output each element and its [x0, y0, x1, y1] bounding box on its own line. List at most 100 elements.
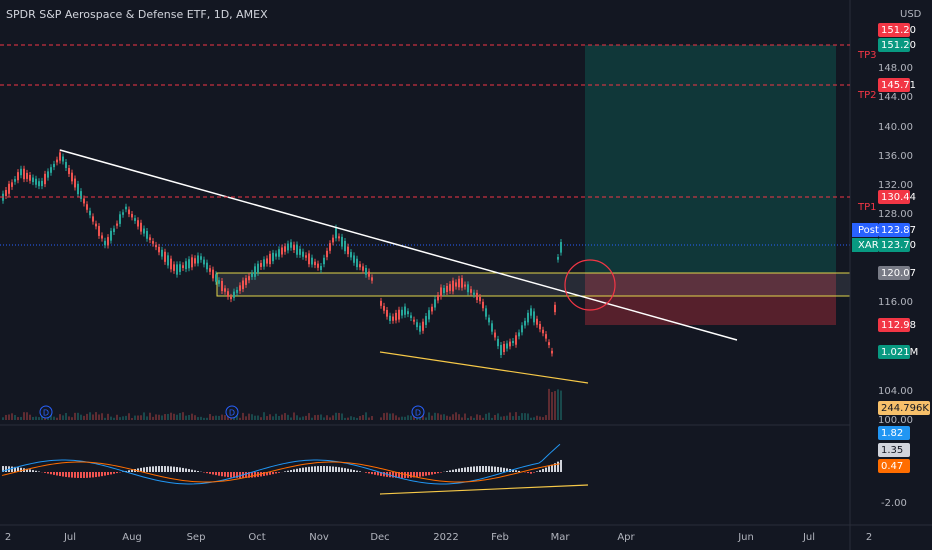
- volume-bar: [20, 416, 22, 420]
- macd-histogram: [449, 470, 451, 472]
- volume-bar: [53, 416, 55, 420]
- macd-histogram: [146, 466, 148, 472]
- macd-histogram: [53, 472, 55, 475]
- macd-histogram: [113, 472, 115, 474]
- macd-histogram: [248, 472, 250, 478]
- volume-bar: [80, 414, 82, 420]
- loss-zone: [585, 273, 836, 325]
- volume-bar: [95, 412, 97, 420]
- macd-histogram: [92, 472, 94, 478]
- candle: [311, 257, 313, 265]
- candle: [98, 226, 100, 236]
- candle: [101, 235, 103, 239]
- macd-histogram: [314, 466, 316, 472]
- volume-bar: [218, 415, 220, 420]
- trend-line: [59, 149, 738, 341]
- volume-bar: [65, 412, 67, 420]
- volume-bar: [74, 412, 76, 420]
- candle: [392, 316, 394, 321]
- macd-histogram: [437, 472, 439, 474]
- time-tick-label: 2: [866, 532, 872, 543]
- candle: [218, 280, 220, 284]
- macd-histogram: [20, 467, 22, 472]
- macd-histogram: [245, 472, 247, 478]
- volume-bar: [161, 415, 163, 420]
- macd-histogram: [131, 469, 133, 472]
- candle: [92, 216, 94, 222]
- volume-bar: [314, 415, 316, 420]
- volume-bar: [194, 415, 196, 420]
- macd-histogram: [272, 472, 274, 475]
- volume-bar: [560, 390, 562, 420]
- volume-bar: [461, 417, 463, 420]
- time-tick-label: Jul: [63, 532, 76, 543]
- macd-histogram: [152, 466, 154, 472]
- volume-bar: [275, 413, 277, 420]
- macd-histogram: [365, 472, 367, 473]
- macd-histogram: [137, 468, 139, 472]
- volume-bar: [239, 417, 241, 420]
- candle: [44, 173, 46, 185]
- volume-bar: [188, 414, 190, 420]
- volume-bar: [386, 412, 388, 420]
- macd-histogram: [149, 466, 151, 472]
- macd-histogram: [350, 469, 352, 472]
- macd-histogram: [554, 463, 556, 472]
- macd-histogram: [173, 466, 175, 472]
- candle: [239, 285, 241, 291]
- macd-histogram: [182, 467, 184, 472]
- volume-bar: [350, 416, 352, 420]
- macd-histogram: [503, 467, 505, 472]
- candle: [158, 246, 160, 253]
- candle: [152, 241, 154, 244]
- candle: [74, 178, 76, 188]
- candle: [488, 317, 490, 323]
- candle: [116, 223, 118, 226]
- candle: [536, 318, 538, 325]
- volume-bar: [464, 413, 466, 420]
- macd-tick-label: 1.35: [881, 445, 903, 456]
- candle: [89, 210, 91, 216]
- volume-bar: [446, 415, 448, 420]
- macd-histogram: [251, 472, 253, 478]
- candle: [467, 284, 469, 293]
- time-tick-label: Aug: [122, 532, 142, 543]
- volume-bar: [485, 413, 487, 420]
- macd-histogram: [167, 466, 169, 472]
- macd-histogram: [497, 466, 499, 472]
- candle: [293, 244, 295, 250]
- candle: [224, 288, 226, 292]
- candle: [95, 223, 97, 227]
- macd-histogram: [530, 472, 532, 474]
- macd-histogram: [305, 467, 307, 472]
- candle: [17, 172, 19, 181]
- candle: [308, 253, 310, 265]
- macd-histogram: [455, 469, 457, 472]
- volume-bar: [260, 417, 262, 420]
- macd-histogram: [215, 472, 217, 476]
- volume-bar: [443, 414, 445, 420]
- volume-bar: [290, 417, 292, 420]
- macd-histogram: [14, 466, 16, 472]
- volume-bar: [92, 414, 94, 420]
- volume-bar: [488, 412, 490, 420]
- candle: [314, 261, 316, 266]
- candle: [425, 316, 427, 325]
- macd-histogram: [356, 470, 358, 472]
- candle: [65, 162, 67, 168]
- macd-histogram: [299, 468, 301, 472]
- macd-histogram: [542, 468, 544, 472]
- signal-line: [1, 461, 561, 483]
- macd-histogram: [218, 472, 220, 476]
- macd-histogram: [161, 466, 163, 472]
- volume-bar: [11, 413, 13, 420]
- price-badge-label: 112.98: [881, 320, 916, 331]
- candle: [353, 255, 355, 263]
- macd-histogram: [179, 467, 181, 472]
- volume-bar: [41, 415, 43, 420]
- volume-bar: [134, 415, 136, 420]
- candle: [269, 253, 271, 265]
- macd-histogram: [512, 469, 514, 472]
- volume-bar: [116, 414, 118, 420]
- volume-bar: [23, 412, 25, 420]
